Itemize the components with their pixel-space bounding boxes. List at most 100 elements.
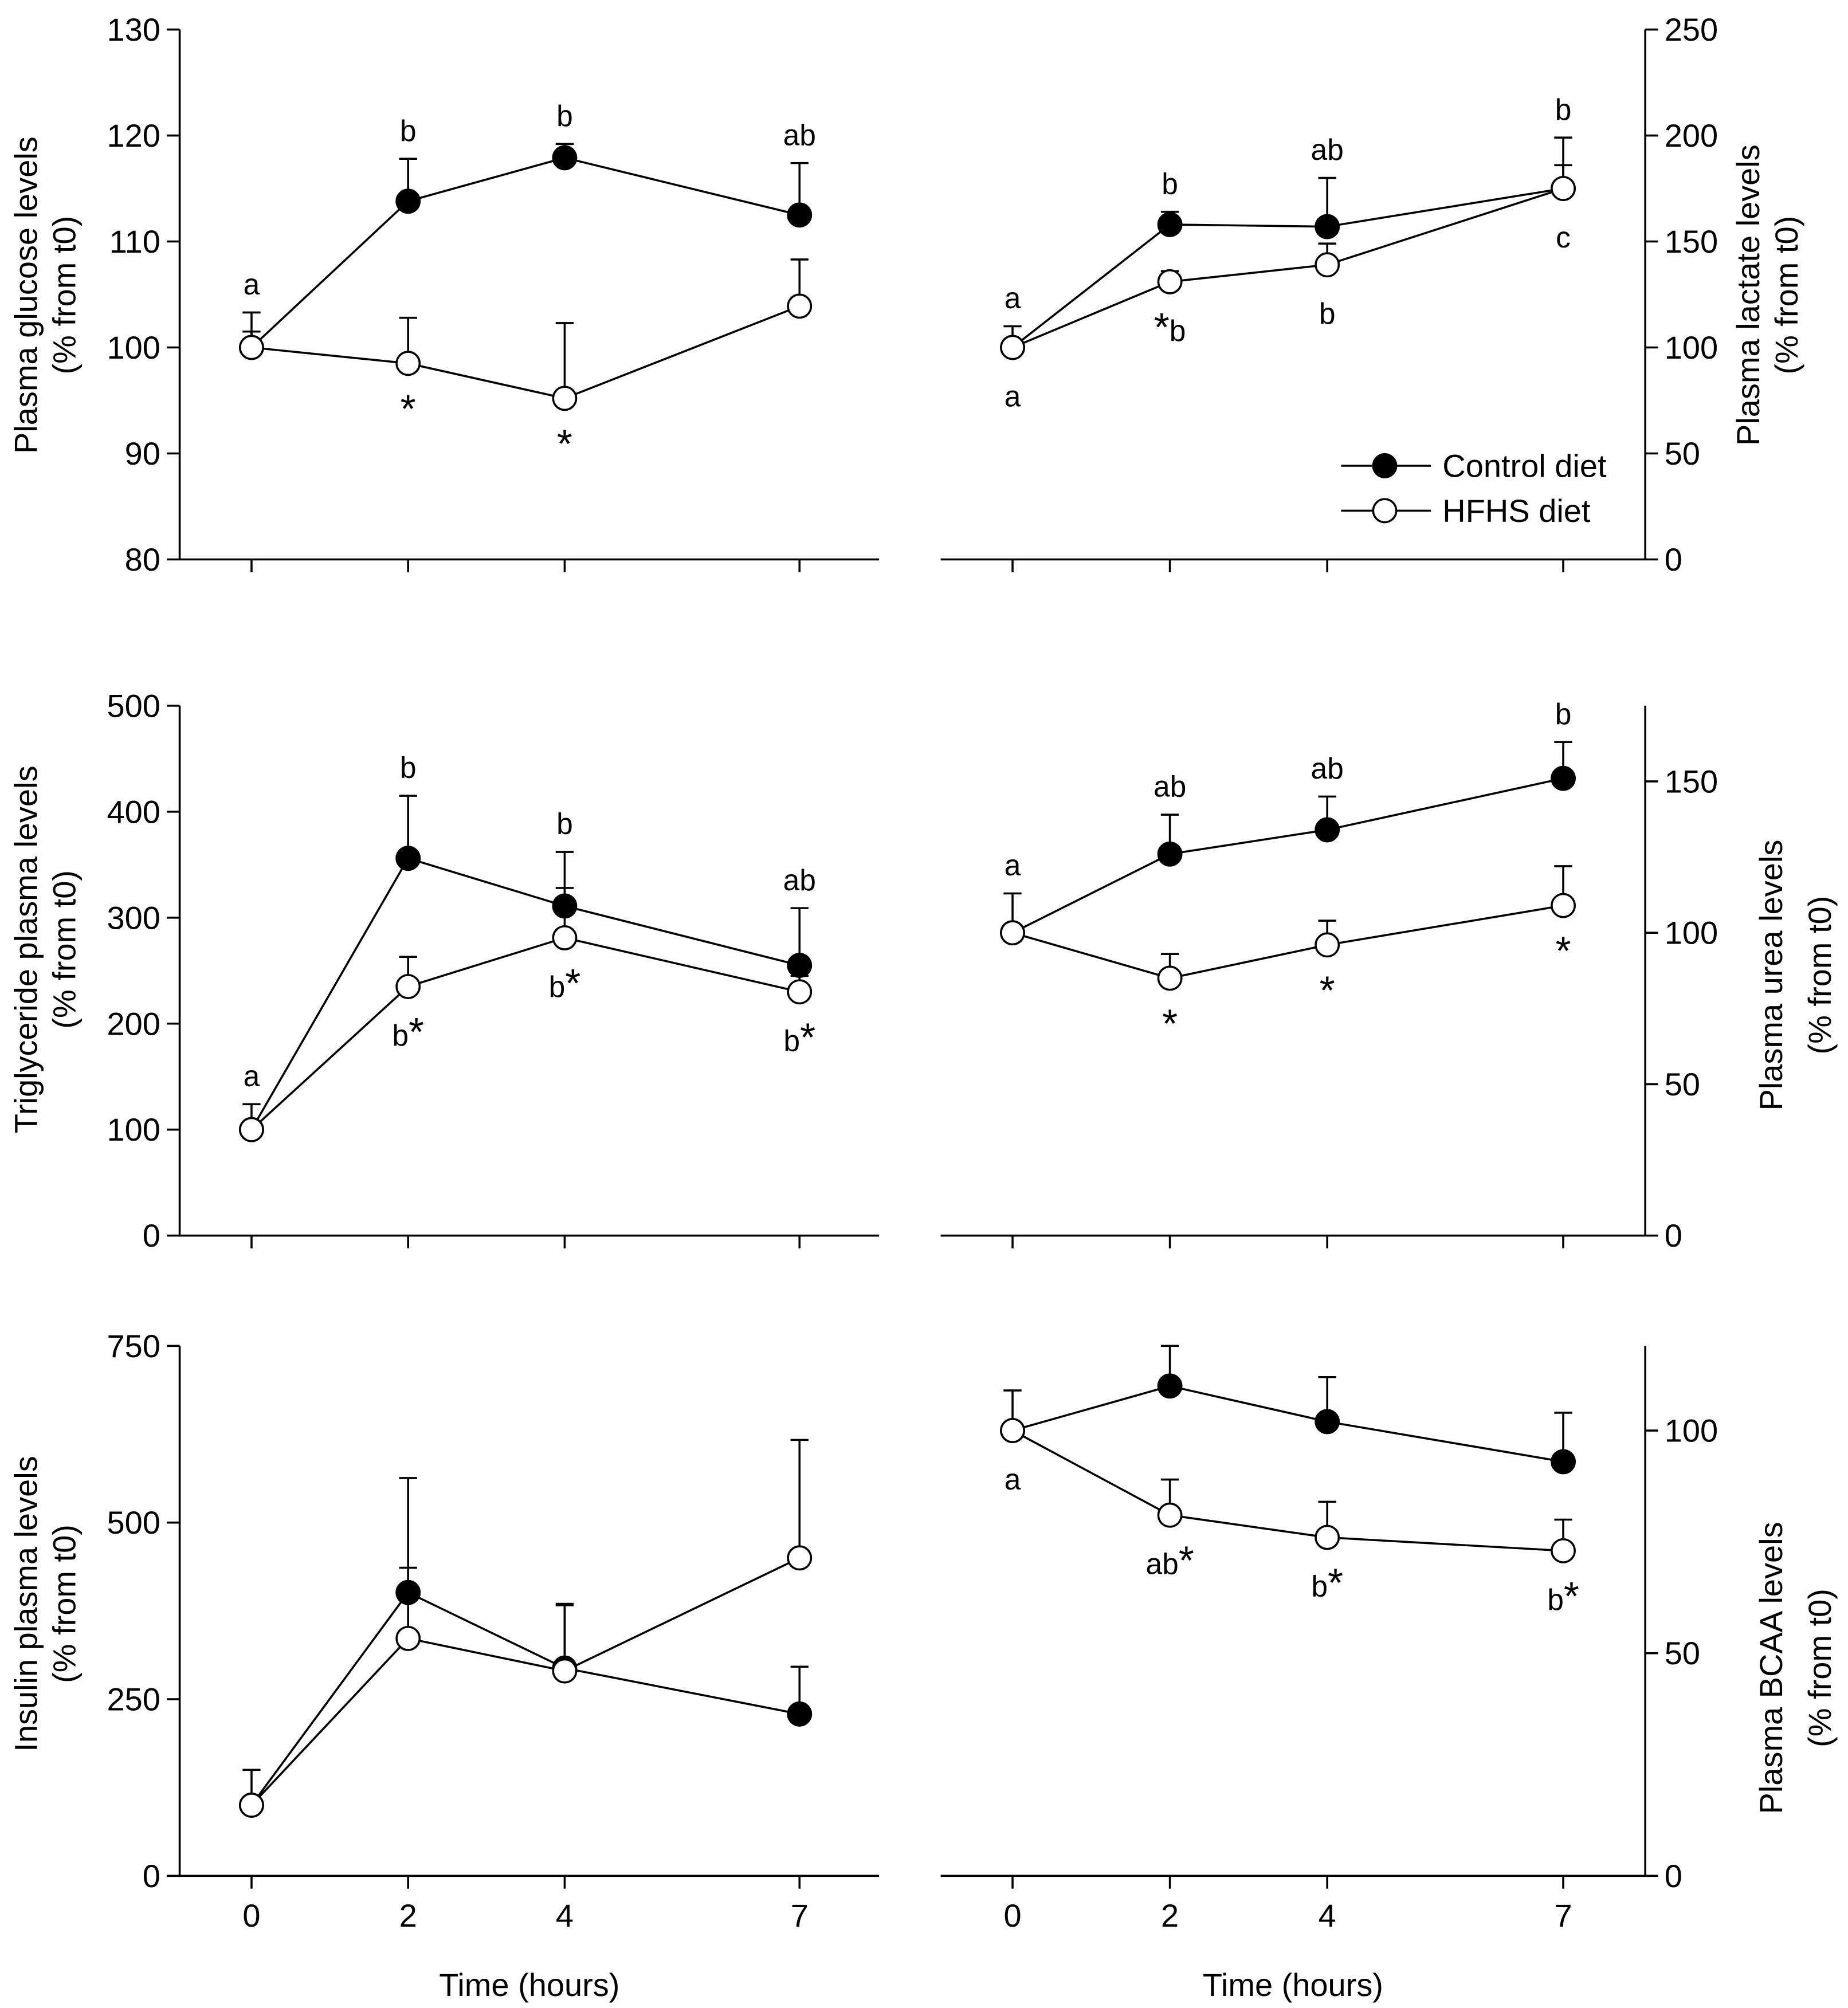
y-tick-label: 0: [1665, 1858, 1682, 1894]
legend-marker-open-icon: [1372, 498, 1398, 524]
series-line-control: [1012, 777, 1564, 934]
series-line-hfhs: [1012, 1429, 1564, 1552]
y-axis-subtitle: (% from t0): [46, 1524, 82, 1683]
chart-panel-1: 80 90 100 110 120 130 Plasma glucose levels (% …: [7, 11, 880, 577]
y-axis-title: Insulin plasma levels: [7, 1456, 44, 1751]
y-tick-label: 0: [1665, 1217, 1682, 1253]
legend-entry-hfhs: HFHS diet: [1341, 493, 1591, 529]
significance-label: b: [400, 751, 417, 784]
x-tick-label: 7: [791, 1897, 809, 1934]
y-tick-label: 0: [143, 1858, 160, 1894]
marker-control: [787, 202, 813, 228]
legend: Control diet HFHS diet: [1341, 447, 1607, 529]
series-line-hfhs: [250, 1557, 801, 1806]
marker-hfhs: [787, 293, 813, 319]
significance-label: *: [401, 386, 416, 431]
y-axis-title: Plasma BCAA levels: [1753, 1522, 1789, 1814]
significance-label: a: [1005, 281, 1021, 315]
y-tick-label: 0: [143, 1217, 160, 1253]
legend-label: Control diet: [1442, 447, 1607, 484]
y-axis-title: Plasma glucose levels: [7, 136, 44, 454]
x-tick-label: 4: [556, 1897, 574, 1934]
significance-label: ab: [1311, 133, 1344, 166]
significance-label: b: [1555, 697, 1572, 730]
y-tick-label: 200: [1665, 117, 1718, 154]
x-tick-label: 0: [242, 1897, 260, 1934]
x-axis-title: Time (hours): [1203, 1967, 1383, 2003]
significance-label: ab: [1311, 752, 1344, 785]
significance-label: b*: [1547, 1574, 1579, 1618]
y-axis-subtitle: (% from t0): [1802, 1589, 1838, 1747]
y-axis-title: Plasma lactate levels: [1730, 144, 1766, 446]
marker-hfhs: [1315, 252, 1340, 278]
y-tick-label: 50: [1665, 435, 1700, 471]
marker-hfhs: [1000, 920, 1025, 946]
y-tick-label: 100: [107, 1111, 160, 1148]
marker-hfhs: [1551, 1538, 1576, 1563]
y-tick-label: 120: [107, 117, 160, 154]
marker-control: [552, 893, 578, 919]
marker-hfhs: [1315, 1524, 1340, 1550]
y-axis-subtitle: (% from t0): [1802, 896, 1838, 1055]
marker-control: [395, 1579, 421, 1605]
y-tick-label: 250: [1665, 11, 1718, 48]
y-tick-label: 100: [107, 329, 160, 366]
chart-panel-3: 0 100 200 300 400 500 Triglyceride plasma leve…: [7, 687, 880, 1253]
x-tick-label: 2: [399, 1897, 417, 1934]
y-tick-label: 400: [107, 793, 160, 830]
y-tick-label: 130: [107, 11, 160, 48]
y-tick-label: 90: [125, 435, 160, 471]
marker-control: [787, 1701, 813, 1727]
marker-hfhs: [552, 386, 578, 411]
significance-label: b: [1319, 297, 1336, 330]
y-tick-label: 200: [107, 1005, 160, 1042]
y-axis-subtitle: (% from t0): [1768, 216, 1804, 375]
chart-panel-2: 0 50 100 150 200 250 Plasma lactate levels (% f…: [940, 11, 1804, 577]
marker-hfhs: [239, 1117, 264, 1142]
y-axis-subtitle: (% from t0): [46, 216, 82, 375]
y-tick-label: 100: [1665, 329, 1718, 366]
x-tick-label: 0: [1003, 1897, 1021, 1934]
marker-control: [395, 188, 421, 214]
y-tick-label: 300: [107, 899, 160, 936]
y-tick-label: 750: [107, 1328, 160, 1364]
marker-control: [1551, 765, 1576, 791]
significance-label: a: [1005, 1463, 1021, 1496]
marker-hfhs: [1315, 932, 1340, 958]
marker-control: [1315, 1409, 1340, 1435]
significance-label: *: [1556, 929, 1571, 973]
y-tick-label: 50: [1665, 1066, 1700, 1102]
marker-hfhs: [787, 1545, 813, 1571]
series-line-control: [250, 857, 800, 1130]
marker-hfhs: [239, 1793, 264, 1818]
marker-hfhs: [1551, 893, 1576, 918]
marker-control: [787, 953, 813, 978]
significance-label: *: [557, 421, 572, 466]
significance-label: b: [1162, 167, 1178, 200]
marker-hfhs: [395, 351, 421, 376]
significance-label: a: [1005, 380, 1021, 413]
x-tick-label: 2: [1161, 1897, 1179, 1934]
y-tick-label: 100: [1665, 915, 1718, 951]
significance-label: *: [1162, 1001, 1178, 1046]
significance-label: b*: [1311, 1561, 1343, 1605]
marker-hfhs: [395, 1625, 421, 1651]
marker-control: [395, 846, 421, 871]
marker-hfhs: [787, 979, 813, 1005]
significance-label: a: [1005, 848, 1021, 882]
series-line-hfhs: [251, 305, 800, 400]
error-bar-hfhs: [790, 1439, 809, 1558]
significance-label: b: [400, 114, 417, 147]
significance-label: ab: [1153, 770, 1186, 803]
y-tick-label: 250: [107, 1681, 160, 1717]
significance-label: b*: [549, 961, 581, 1005]
marker-control: [1315, 214, 1340, 239]
y-tick-label: 100: [1665, 1413, 1718, 1449]
significance-label: *: [1320, 968, 1335, 1012]
legend-entry-control: Control diet: [1341, 447, 1607, 484]
y-tick-label: 80: [125, 541, 160, 577]
marker-hfhs: [1000, 1418, 1025, 1443]
chart-panel-5: 0 250 500 750 0 2 4 7 Time (hours) Insulin plasma…: [7, 1328, 880, 2003]
